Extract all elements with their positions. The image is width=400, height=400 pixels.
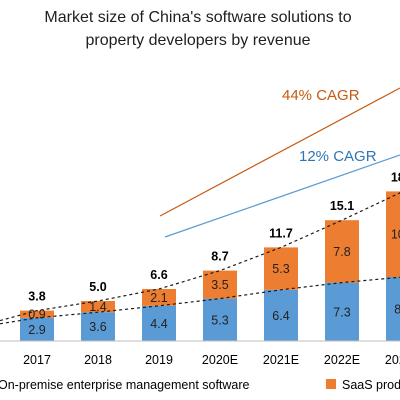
cagr-44-label: 44% CAGR xyxy=(282,87,360,104)
label-saas-2022E: 7.8 xyxy=(333,245,350,259)
bar-saas-2018 xyxy=(81,301,115,313)
label-onpremise-2021E: 6.4 xyxy=(272,309,289,323)
bar-onpremise-2021E xyxy=(264,289,298,341)
label-saas-2020E: 3.5 xyxy=(211,278,228,292)
total-trend-line xyxy=(0,192,400,322)
bar-saas-2020E xyxy=(203,270,237,299)
label-saas-2023E: 10.7 xyxy=(391,228,400,242)
cagr-12-line xyxy=(164,154,400,238)
label-total-2023E: 18.7 xyxy=(391,170,400,184)
bar-saas-2019 xyxy=(142,289,176,306)
x-tick-2023E: 2023E xyxy=(385,353,400,367)
bar-saas-2017 xyxy=(20,310,54,318)
label-saas-2019: 2.1 xyxy=(150,291,167,305)
legend: On-premise enterprise management softwar… xyxy=(0,378,400,392)
bar-onpremise-2020E xyxy=(203,298,237,341)
chart-title-line-1: Market size of China's software solution… xyxy=(44,9,351,26)
cagr-layer: 44% CAGR 12% CAGR xyxy=(159,87,400,238)
label-onpremise-2019: 4.4 xyxy=(150,317,167,331)
label-total-2021E: 11.7 xyxy=(269,226,293,240)
label-onpremise-2020E: 5.3 xyxy=(211,313,228,327)
bar-onpremise-2023E xyxy=(386,277,400,341)
bar-saas-2022E xyxy=(325,220,359,283)
label-onpremise-2018: 3.6 xyxy=(89,320,106,334)
labels-layer: 2.90.9 3.8 2017 3.6 1.4 5.0 2018 4.4 2.1 6.6 2019 5… xyxy=(0,170,400,367)
bars-layer xyxy=(0,191,400,342)
label-onpremise-2022E: 7.3 xyxy=(333,305,350,319)
bar-saas-2021E xyxy=(264,247,298,290)
bar-onpremise-2017 xyxy=(20,317,54,341)
x-tick-2018: 2018 xyxy=(84,353,112,367)
bar-onpremise-2022E xyxy=(325,282,359,341)
chart-title-line-2: property developers by revenue xyxy=(85,32,310,49)
legend-swatch-saas xyxy=(326,379,336,389)
label-onpremise-2023E: 8.0 xyxy=(394,303,400,317)
legend-label-onpremise: On-premise enterprise management softwar… xyxy=(0,378,250,392)
legend-label-saas: SaaS products xyxy=(342,378,400,392)
x-tick-2022E: 2022E xyxy=(324,353,360,367)
cagr-12-label: 12% CAGR xyxy=(299,148,377,165)
label-total-2020E: 8.7 xyxy=(211,250,228,264)
label-total-2022E: 15.1 xyxy=(330,199,354,213)
x-tick-2020E: 2020E xyxy=(202,353,238,367)
label-total-2017: 3.8 xyxy=(28,290,45,304)
label-total-2018: 5.0 xyxy=(89,280,106,294)
label-saas-2018: 1.4 xyxy=(89,300,106,314)
label-total-2019: 6.6 xyxy=(150,268,167,282)
label-saas-2021E: 5.3 xyxy=(272,262,289,276)
label-onpremise-2017: 2.9 xyxy=(28,323,45,337)
label-saas-2017: 0.9 xyxy=(28,308,45,322)
cagr-44-line xyxy=(159,87,400,217)
x-tick-2017: 2017 xyxy=(23,353,51,367)
x-tick-2021E: 2021E xyxy=(263,353,299,367)
bar-saas-2023E xyxy=(386,191,400,277)
x-tick-2019: 2019 xyxy=(145,353,173,367)
bar-onpremise-2018 xyxy=(81,312,115,341)
bar-onpremise-2019 xyxy=(142,305,176,341)
